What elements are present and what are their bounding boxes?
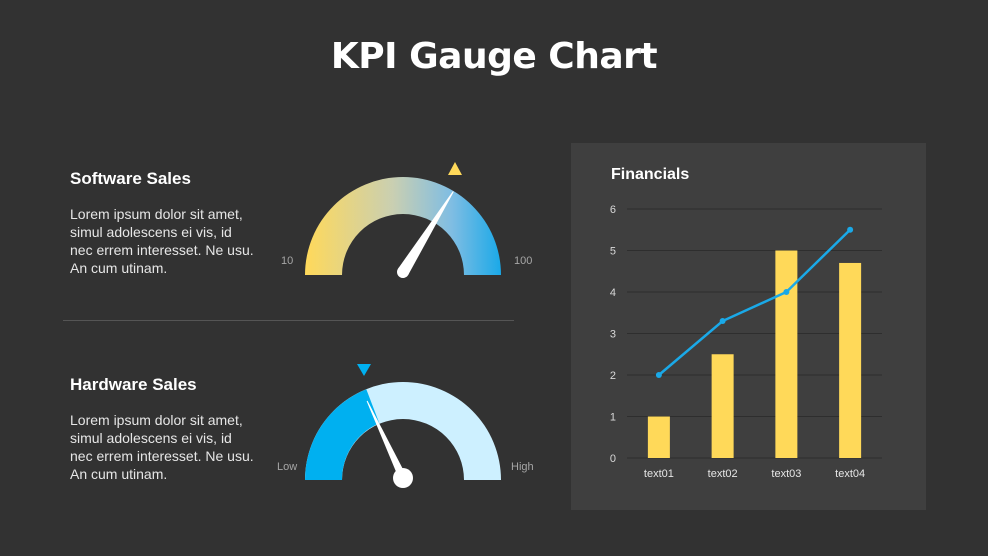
- bar: [775, 250, 798, 458]
- software-sales-text: Lorem ipsum dolor sit amet, simul adoles…: [70, 206, 254, 276]
- y-tick-label: 6: [610, 204, 616, 216]
- hardware-target-marker-icon: [357, 364, 371, 376]
- x-tick-label: text04: [835, 468, 865, 480]
- hardware-gauge: [305, 364, 501, 488]
- bar: [839, 262, 862, 458]
- y-tick-label: 3: [610, 329, 616, 341]
- hardware-gauge-max-label: High: [511, 461, 534, 473]
- hardware-sales-title: Hardware Sales: [70, 375, 197, 394]
- financials-panel: Financials 0 1 2 3 4 5 6 text01 text02 text03 text…: [571, 143, 926, 510]
- page-title: KPI Gauge Chart: [330, 36, 658, 77]
- hardware-gauge-min-label: Low: [277, 461, 298, 473]
- line-point: [847, 226, 854, 233]
- bar: [647, 416, 670, 458]
- line-point: [655, 372, 662, 378]
- line-point: [783, 289, 790, 295]
- y-tick-label: 2: [610, 370, 616, 382]
- y-tick-label: 4: [610, 287, 616, 299]
- software-gauge-max-label: 100: [514, 255, 533, 267]
- section-divider: [63, 320, 514, 321]
- software-gauge-min-label: 10: [281, 255, 294, 267]
- software-sales-title: Software Sales: [70, 169, 191, 188]
- y-tick-label: 0: [610, 453, 616, 465]
- financials-chart: 0 1 2 3 4 5 6 text01 text02 text03 text04: [610, 204, 882, 480]
- x-tick-label: text02: [708, 468, 738, 480]
- x-tick-label: text03: [771, 468, 801, 480]
- x-tick-label: text01: [644, 468, 674, 480]
- line-point: [719, 318, 726, 325]
- financials-title: Financials: [611, 166, 690, 183]
- y-tick-label: 1: [610, 412, 616, 424]
- software-gauge: [305, 162, 501, 278]
- y-tick-label: 5: [610, 246, 616, 258]
- bar: [711, 354, 734, 458]
- software-target-marker-icon: [448, 162, 462, 175]
- line-series: [658, 228, 851, 376]
- hardware-sales-text: Lorem ipsum dolor sit amet, simul adoles…: [70, 412, 254, 482]
